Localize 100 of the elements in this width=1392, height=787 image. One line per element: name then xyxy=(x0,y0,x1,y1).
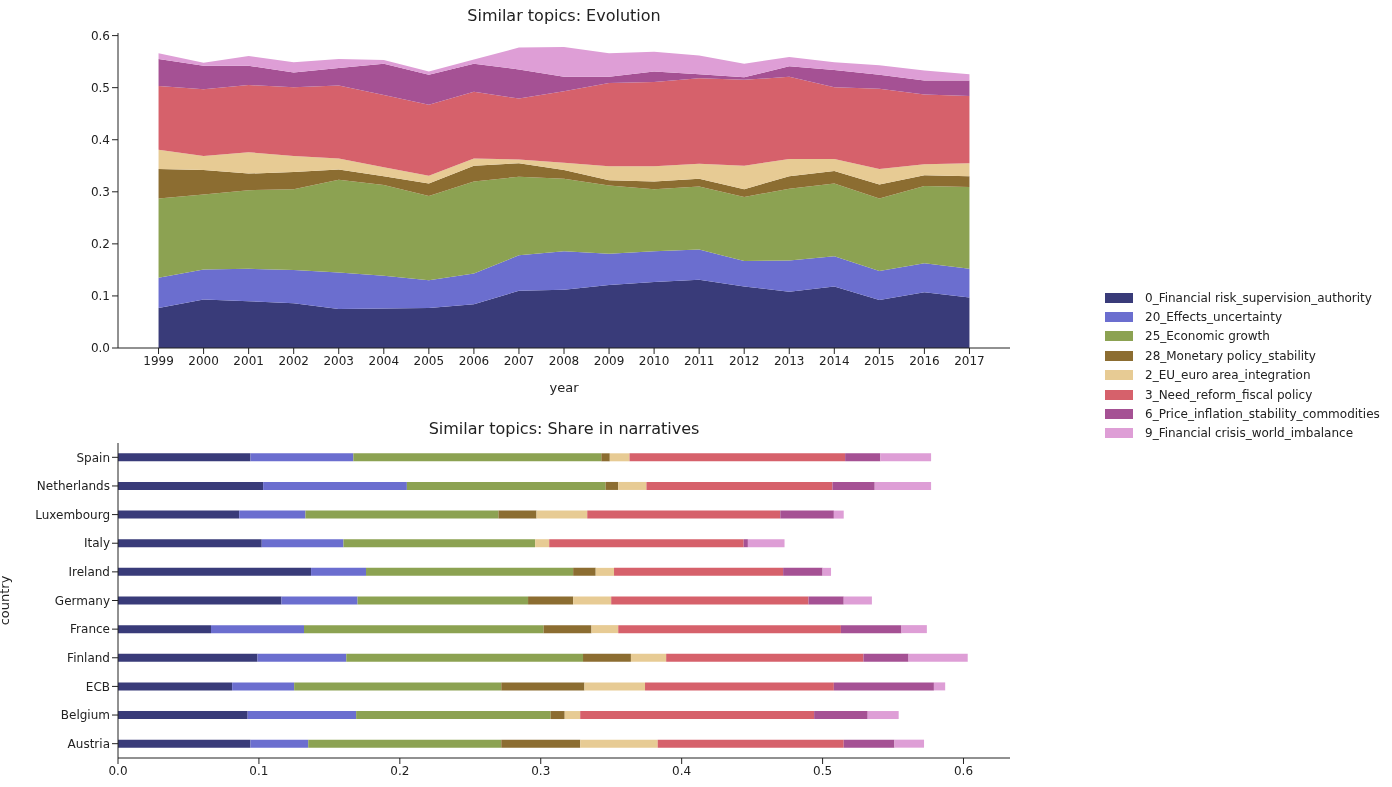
bar xyxy=(118,711,248,720)
bar xyxy=(583,653,631,662)
legend-label: 9_Financial crisis_world_imbalance xyxy=(1145,426,1354,441)
legend-label: 6_Price_inflation_stability_commodities xyxy=(1145,407,1380,422)
x-tick-label: 2011 xyxy=(683,353,715,368)
bar xyxy=(118,567,312,576)
bar xyxy=(747,539,785,548)
y-tick-label: Netherlands xyxy=(36,479,110,494)
bar xyxy=(261,539,344,548)
y-tick-label: 0.3 xyxy=(90,185,110,200)
bar xyxy=(239,510,306,519)
y-tick-label: 0.5 xyxy=(90,80,110,95)
bar xyxy=(609,453,630,462)
x-tick-label: 2006 xyxy=(458,353,490,368)
bar xyxy=(305,510,499,519)
legend-label: 20_Effects_uncertainty xyxy=(1145,310,1282,325)
bar xyxy=(257,653,347,662)
bar xyxy=(550,711,565,720)
bar xyxy=(118,625,211,634)
x-tick-label: 2000 xyxy=(188,353,219,368)
bar xyxy=(783,567,823,576)
bar xyxy=(611,596,809,605)
bar xyxy=(535,539,550,548)
bar xyxy=(614,567,784,576)
x-tick-label: 0.5 xyxy=(813,763,833,778)
bar xyxy=(118,539,262,548)
bar xyxy=(908,653,968,662)
bar xyxy=(605,481,619,490)
x-tick-label: 2010 xyxy=(638,353,670,368)
y-tick-label: 0.4 xyxy=(90,133,110,147)
bar xyxy=(406,481,606,490)
bar xyxy=(573,596,612,605)
x-tick-label: 0.2 xyxy=(390,763,410,778)
bar xyxy=(618,625,841,634)
bar xyxy=(263,481,407,490)
x-tick-label: 2009 xyxy=(593,353,625,368)
bar xyxy=(580,739,658,748)
x-tick-label: 2001 xyxy=(233,353,264,368)
bar xyxy=(528,596,574,605)
x-tick-label: 2014 xyxy=(819,353,850,368)
x-tick-label: 2012 xyxy=(728,353,760,368)
bar xyxy=(573,567,596,576)
y-tick-label: Italy xyxy=(83,536,110,551)
bar xyxy=(933,682,946,691)
bar xyxy=(232,682,295,691)
bar xyxy=(840,625,902,634)
bar xyxy=(595,567,615,576)
chart-title: Similar topics: Share in narratives xyxy=(427,419,701,438)
bar xyxy=(543,625,592,634)
y-tick-label: 0.1 xyxy=(90,289,110,304)
bar xyxy=(247,711,357,720)
x-tick-label: 2016 xyxy=(909,353,940,368)
bar xyxy=(646,481,833,490)
bar xyxy=(250,739,309,748)
legend-label: 3_Need_reform_fiscal policy xyxy=(1145,387,1313,402)
bar xyxy=(867,711,899,720)
bar xyxy=(118,510,240,519)
bar xyxy=(808,596,844,605)
bar xyxy=(743,539,748,548)
bar xyxy=(118,653,258,662)
y-tick-label: Spain xyxy=(76,450,110,465)
bar xyxy=(304,625,544,634)
legend-label: 25_Economic growth xyxy=(1145,329,1270,344)
x-tick-label: 0.0 xyxy=(108,763,128,778)
x-tick-label: 0.3 xyxy=(531,763,551,778)
bar xyxy=(587,510,781,519)
x-axis-title: year xyxy=(549,380,580,395)
bar xyxy=(343,539,536,548)
x-tick-label: 2005 xyxy=(413,353,445,368)
bar xyxy=(863,653,909,662)
bar xyxy=(294,682,502,691)
bar xyxy=(580,711,815,720)
bar xyxy=(356,711,551,720)
bar xyxy=(843,596,872,605)
bar xyxy=(118,596,282,605)
y-tick-label: Austria xyxy=(67,736,110,751)
bar xyxy=(501,682,585,691)
x-tick-label: 2003 xyxy=(323,353,355,368)
bar xyxy=(814,711,868,720)
x-tick-label: 2017 xyxy=(954,353,985,368)
bar xyxy=(591,625,619,634)
x-tick-label: 2002 xyxy=(278,353,309,368)
bar xyxy=(584,682,646,691)
bar xyxy=(630,653,667,662)
legend-label: 0_Financial risk_supervision_authority xyxy=(1145,290,1372,305)
bar xyxy=(629,453,846,462)
bar xyxy=(118,682,233,691)
bar xyxy=(308,739,502,748)
chart-title: Similar topics: Evolution xyxy=(466,6,662,25)
x-tick-label: 0.6 xyxy=(953,763,974,778)
bar xyxy=(880,453,932,462)
bar xyxy=(357,596,529,605)
bar xyxy=(894,739,925,748)
y-tick-label: 0.2 xyxy=(90,237,110,252)
bar xyxy=(311,567,367,576)
y-tick-label: Germany xyxy=(54,593,110,608)
y-tick-label: Ireland xyxy=(68,565,110,580)
bar xyxy=(353,453,602,462)
bar xyxy=(666,653,864,662)
bar xyxy=(845,453,881,462)
